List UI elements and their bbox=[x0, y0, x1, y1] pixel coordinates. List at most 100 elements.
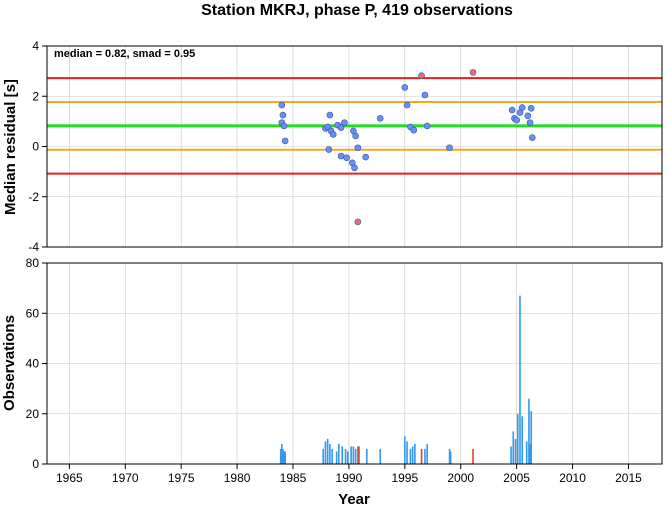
observation-bar bbox=[448, 448, 451, 464]
observation-bar bbox=[357, 446, 359, 464]
residual-point bbox=[418, 72, 425, 79]
residual-point bbox=[362, 153, 369, 161]
residual-point bbox=[341, 119, 348, 126]
residual-point bbox=[527, 105, 535, 112]
observation-bar bbox=[350, 446, 352, 464]
residual-y-axis-label: Median residual [s] bbox=[2, 79, 19, 215]
observation-bar bbox=[409, 448, 412, 464]
observation-bar bbox=[344, 448, 347, 464]
y-tick-label: 40 bbox=[26, 357, 40, 371]
residual-point bbox=[376, 115, 384, 122]
observation-bar bbox=[335, 451, 338, 464]
residual-point bbox=[518, 104, 526, 111]
observation-bar bbox=[530, 411, 532, 464]
residual-grid bbox=[47, 45, 662, 248]
residual-y-ticks: -4 -2 0 2 4 bbox=[28, 39, 47, 254]
residual-panel: -4 -2 0 2 4 median = 0.82, smad = 0.95 Media… bbox=[2, 39, 663, 254]
residual-point bbox=[410, 126, 418, 134]
observation-bar bbox=[326, 438, 329, 464]
residual-point bbox=[280, 122, 288, 130]
observation-bar bbox=[426, 443, 428, 464]
residual-point bbox=[278, 101, 286, 109]
observation-bar bbox=[281, 443, 283, 464]
x-tick-label: 1975 bbox=[168, 471, 195, 485]
y-tick-label: 4 bbox=[32, 39, 39, 53]
residual-point bbox=[513, 116, 520, 124]
residual-point bbox=[526, 119, 534, 126]
x-tick-label: 2015 bbox=[615, 471, 642, 485]
residual-point bbox=[329, 131, 337, 138]
residual-point bbox=[326, 111, 334, 119]
observation-bar bbox=[352, 446, 355, 464]
residual-point bbox=[469, 69, 477, 76]
residual-point bbox=[351, 164, 358, 172]
observation-bar bbox=[331, 448, 333, 464]
x-tick-label: 1970 bbox=[112, 471, 139, 485]
x-tick-label: 1965 bbox=[56, 471, 83, 485]
observation-bar bbox=[414, 443, 416, 464]
y-tick-label: 60 bbox=[26, 306, 40, 320]
y-tick-label: 20 bbox=[26, 407, 40, 421]
observations-y-ticks: 0 20 40 60 80 bbox=[26, 256, 47, 471]
y-tick-label: -2 bbox=[28, 190, 39, 204]
observation-bar bbox=[366, 448, 368, 464]
y-tick-label: -4 bbox=[28, 240, 39, 254]
residual-point bbox=[279, 111, 287, 119]
chart-title: Station MKRJ, phase P, 419 observations bbox=[201, 2, 513, 19]
observation-bar bbox=[324, 441, 327, 464]
year-x-ticks: 1965 1970 1975 1980 1985 1990 1995 2000 2005 2010… bbox=[56, 464, 642, 485]
observation-bar bbox=[338, 443, 340, 464]
y-tick-label: 2 bbox=[32, 89, 39, 103]
residual-point bbox=[524, 112, 532, 120]
observation-bar bbox=[449, 451, 452, 464]
residual-point bbox=[401, 84, 409, 91]
observation-bar bbox=[283, 451, 285, 464]
observation-bar bbox=[411, 446, 414, 464]
x-tick-label: 1980 bbox=[224, 471, 251, 485]
residual-point bbox=[343, 154, 350, 162]
observations-panel: 0 20 40 60 80 1965 1970 1975 1980 1985 1990 1995 20… bbox=[1, 256, 663, 508]
observation-bar bbox=[525, 441, 528, 464]
x-tick-label: 2010 bbox=[559, 471, 586, 485]
observation-bar bbox=[406, 441, 408, 464]
observation-bar bbox=[512, 431, 515, 464]
y-tick-label: 80 bbox=[26, 256, 40, 270]
observation-bar bbox=[420, 448, 423, 464]
residual-point bbox=[421, 91, 429, 99]
observation-bar bbox=[519, 295, 521, 464]
observation-bar bbox=[379, 448, 382, 464]
observation-bar bbox=[329, 443, 331, 464]
x-tick-label: 1995 bbox=[391, 471, 418, 485]
reference-lines bbox=[47, 77, 662, 175]
x-tick-label: 2000 bbox=[447, 471, 474, 485]
observation-bar bbox=[424, 448, 426, 464]
y-tick-label: 0 bbox=[32, 457, 39, 471]
observation-bar bbox=[322, 448, 324, 464]
residual-point bbox=[352, 132, 359, 140]
residual-point bbox=[446, 144, 453, 152]
observation-bar bbox=[404, 436, 406, 464]
observation-bar bbox=[510, 446, 512, 464]
y-tick-label: 0 bbox=[32, 140, 39, 154]
residual-point bbox=[281, 137, 289, 145]
observation-bar bbox=[521, 416, 524, 464]
residual-point bbox=[528, 134, 536, 142]
residual-points bbox=[278, 69, 536, 226]
observation-bar bbox=[516, 413, 519, 464]
observations-y-axis-label: Observations bbox=[1, 315, 18, 411]
residual-point bbox=[354, 144, 362, 152]
x-tick-label: 1990 bbox=[336, 471, 363, 485]
observation-bar bbox=[354, 448, 357, 464]
residual-point bbox=[423, 122, 431, 130]
observation-bar bbox=[472, 448, 474, 464]
observations-grid bbox=[47, 262, 662, 465]
observation-bar bbox=[341, 446, 343, 464]
residual-point bbox=[337, 152, 345, 160]
x-tick-label: 2005 bbox=[503, 471, 530, 485]
residual-point bbox=[354, 218, 362, 226]
observation-bar bbox=[529, 443, 531, 464]
residual-point bbox=[325, 146, 333, 153]
year-x-axis-label: Year bbox=[338, 491, 370, 508]
residual-point bbox=[337, 124, 345, 131]
